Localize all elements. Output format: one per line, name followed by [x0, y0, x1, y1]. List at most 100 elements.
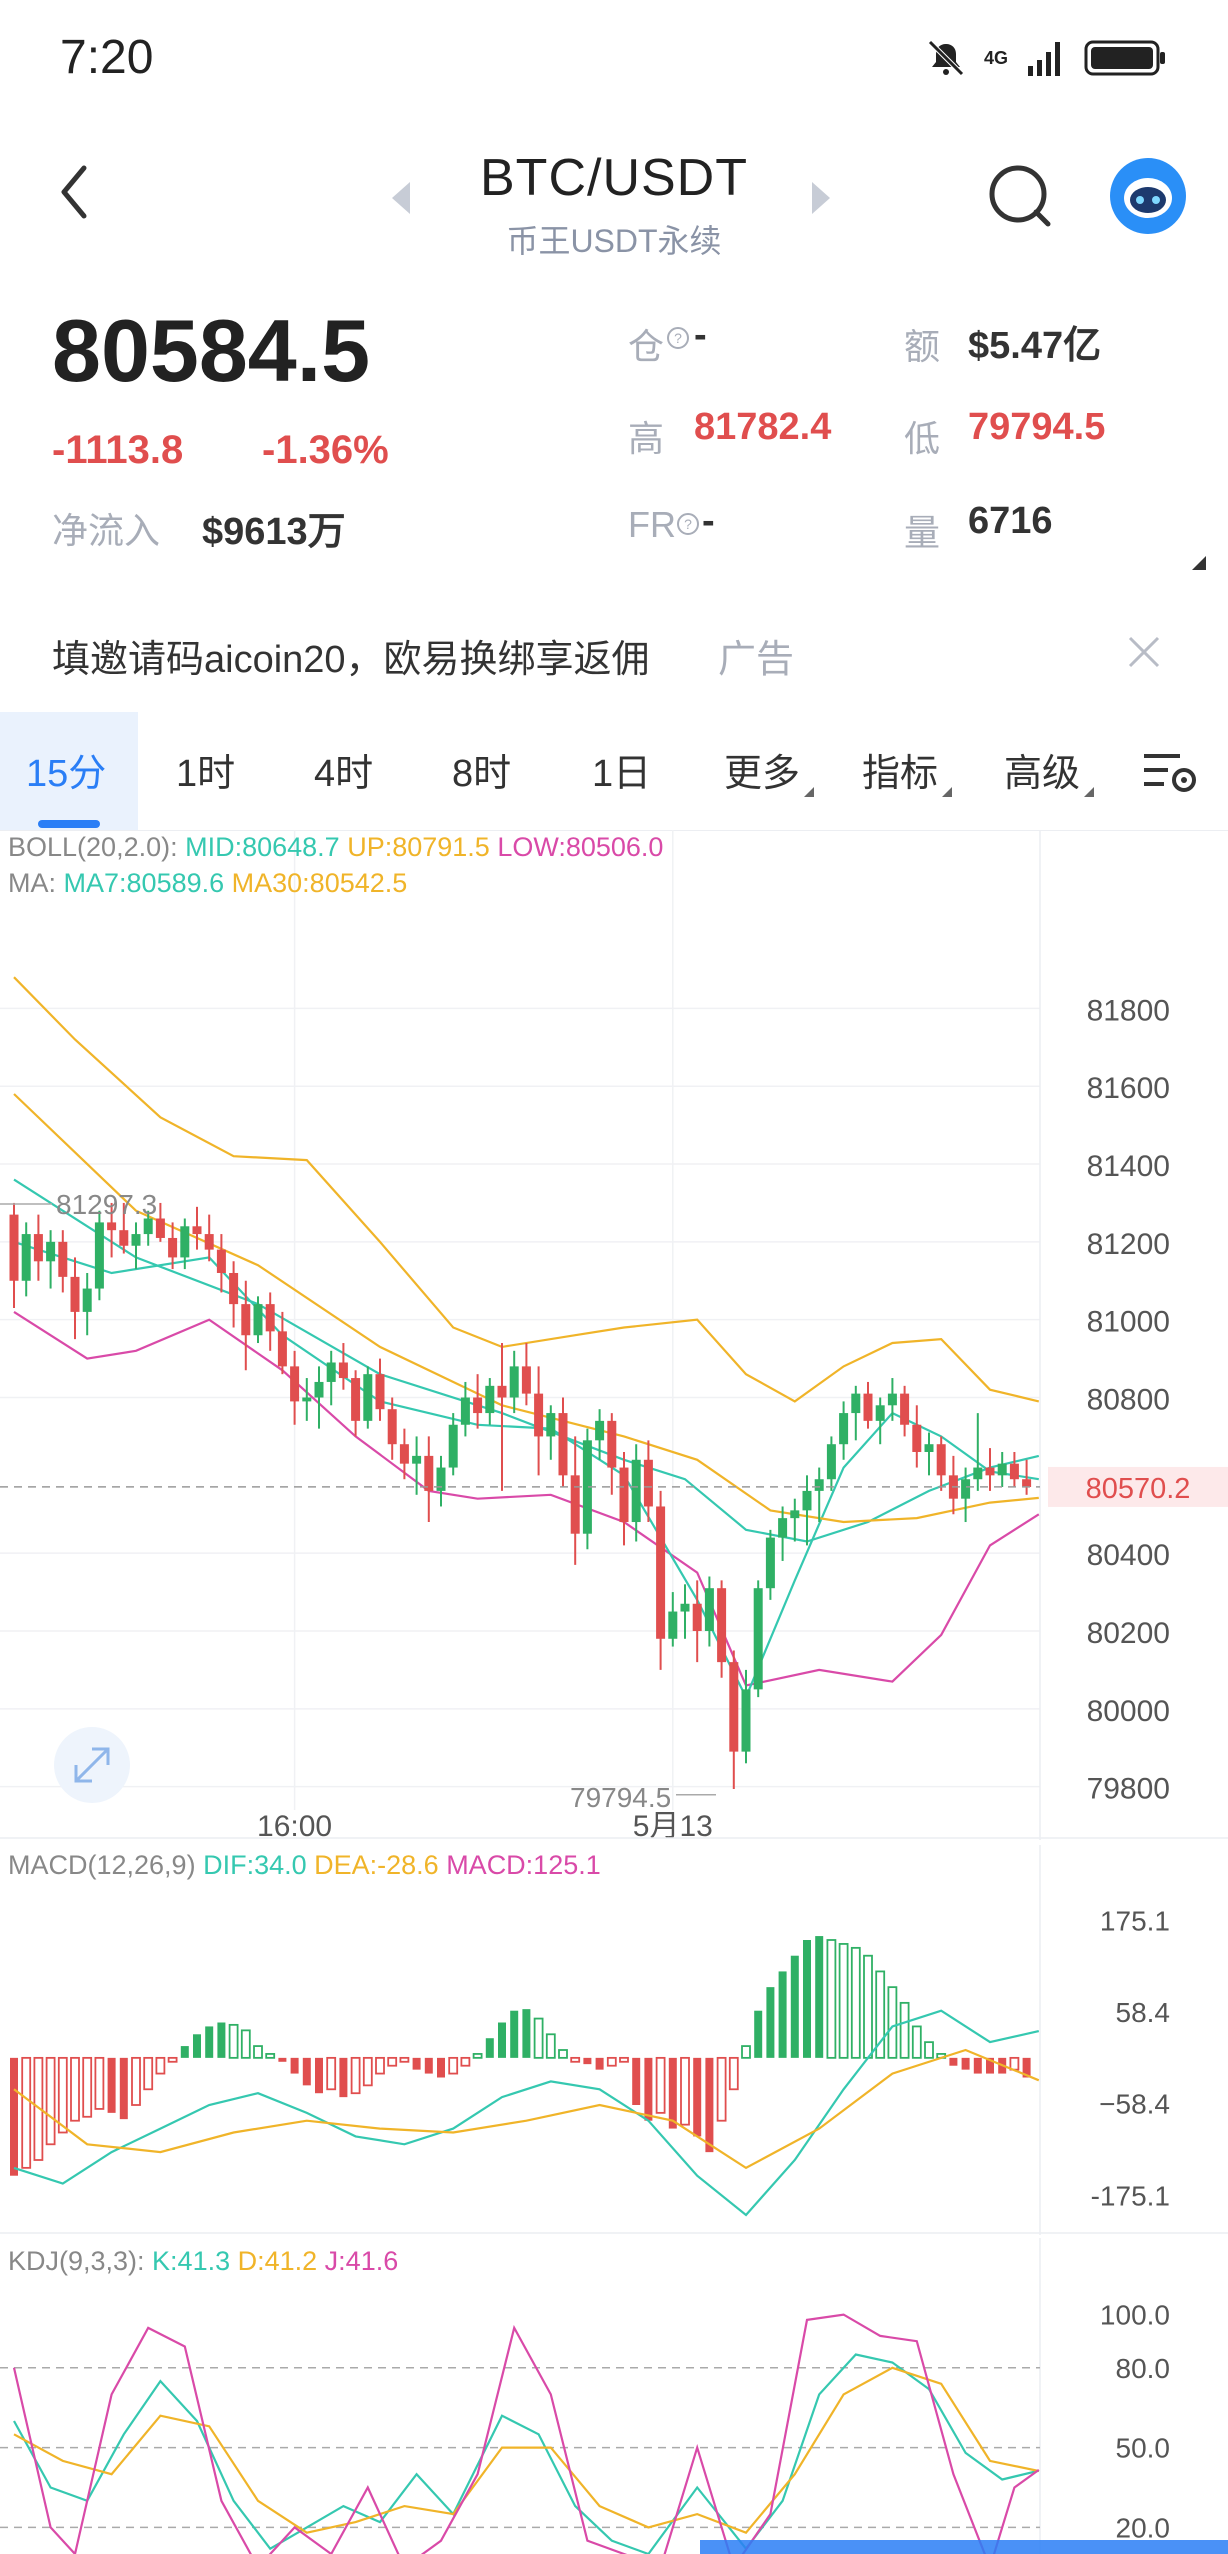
promo-banner[interactable]: 填邀请码aicoin20，欧易换绑享返佣 广告: [0, 610, 1228, 700]
y-tick-label: 175.1: [1100, 1905, 1170, 1936]
macd-bar: [339, 2057, 348, 2098]
tab-advanced[interactable]: 高级: [1004, 742, 1095, 797]
next-pair-icon[interactable]: [812, 182, 830, 214]
back-icon[interactable]: [56, 162, 92, 222]
legend-kdj-prefix: KDJ(9,3,3):: [8, 2246, 152, 2276]
candle-body: [351, 1378, 361, 1421]
legend-macd-value: MACD:125.1: [446, 1850, 601, 1880]
legend-ma: MA: MA7:80589.6 MA30:80542.5: [8, 868, 407, 898]
candle-body: [155, 1218, 165, 1238]
candle-body: [692, 1603, 702, 1631]
candle-body: [961, 1479, 971, 1499]
legend-boll-mid: MID:80648.7: [185, 832, 347, 862]
macd-bar: [315, 2057, 323, 2094]
current-price-badge: [1048, 1466, 1228, 1507]
macd-bar: [10, 2057, 18, 2176]
macd-bar: [875, 1970, 886, 2059]
amount-label: 额: [904, 326, 941, 367]
y-tick-label: 80.0: [1116, 2353, 1171, 2384]
legend-dif: DIF:34.0: [203, 1850, 314, 1880]
y-tick-label: 80200: [1087, 1617, 1170, 1650]
assistant-avatar[interactable]: [1110, 158, 1186, 234]
series-line-dif: [13, 2009, 1040, 2217]
macd-bar: [655, 2056, 666, 2114]
candle-body: [70, 1276, 80, 1312]
macd-bar: [826, 1939, 837, 2059]
macd-bar: [143, 2056, 154, 2091]
low-mark-label: 79794.5: [570, 1782, 671, 1813]
series-line-d: [13, 2366, 1040, 2535]
tab-15m[interactable]: 15分: [26, 753, 107, 795]
close-icon[interactable]: [1124, 632, 1164, 672]
fr-label: FR: [628, 504, 676, 545]
macd-bar: [766, 1987, 775, 2058]
volume-value: 6716: [968, 500, 1053, 542]
candle-body: [192, 1226, 202, 1235]
y-tick-label: −58.4: [1099, 2089, 1170, 2120]
status-time: 7:20: [60, 31, 154, 84]
tab-4h[interactable]: 4时: [314, 753, 374, 795]
tab-1h[interactable]: 1时: [176, 753, 236, 795]
candle-body: [290, 1366, 300, 1402]
candle-body: [924, 1444, 934, 1452]
macd-bar: [472, 2053, 483, 2059]
macd-bar: [448, 2056, 459, 2075]
macd-bar: [460, 2056, 471, 2067]
help-icon[interactable]: ?: [666, 326, 690, 350]
high-value: 81782.4: [694, 406, 832, 448]
macd-bar: [57, 2056, 68, 2134]
candle-body: [546, 1413, 556, 1437]
series-line-dea: [13, 2048, 1040, 2170]
y-tick-label: 81400: [1087, 1150, 1170, 1183]
candle-body: [338, 1362, 348, 1379]
search-icon[interactable]: [986, 162, 1054, 230]
series-line-ma30: [13, 1093, 1039, 1524]
candle-body: [33, 1234, 43, 1262]
timeframe-tabs: 15分 1时 4时 8时 1日 更多 指标 高级: [0, 712, 1228, 831]
high-mark-label: 81297.3: [56, 1189, 157, 1220]
candle-body: [643, 1459, 653, 1507]
robot-icon: [1124, 178, 1172, 218]
tab-8h[interactable]: 8时: [452, 753, 512, 795]
tab-more[interactable]: 更多: [724, 742, 815, 797]
tab-1d[interactable]: 1日: [592, 753, 652, 795]
macd-bar: [193, 2034, 201, 2058]
legend-kdj: KDJ(9,3,3): K:41.3 D:41.2 J:41.6: [8, 2246, 398, 2276]
caret-icon: [942, 787, 953, 797]
candlestick-chart[interactable]: 81800 81600 81400 81200 81000 80800 80400 80200…: [0, 830, 1228, 1840]
chart-settings-icon[interactable]: [1140, 748, 1200, 798]
candle-body: [277, 1331, 287, 1367]
candle-body: [863, 1393, 873, 1421]
candle-body: [839, 1413, 849, 1445]
macd-bar: [217, 2022, 226, 2058]
macd-bar: [583, 2057, 592, 2065]
expand-corner-icon[interactable]: [1192, 556, 1206, 570]
macd-bar: [838, 1943, 849, 2059]
macd-bar: [228, 2023, 239, 2059]
y-tick-label: 81600: [1087, 1072, 1170, 1105]
candle-body: [302, 1397, 312, 1402]
caret-icon: [804, 787, 815, 797]
candle-body: [473, 1397, 483, 1414]
pair-title[interactable]: BTC/USDT: [480, 149, 748, 207]
macd-bar: [412, 2057, 421, 2070]
macd-chart[interactable]: 175.1 58.4 −58.4 -175.1 MACD(12,26,9) DIF:34…: [0, 1845, 1228, 2235]
macd-bar: [949, 2057, 958, 2066]
candle-body: [241, 1304, 251, 1336]
macd-bar: [693, 2057, 702, 2137]
candle-body: [1022, 1479, 1032, 1488]
candle-body: [851, 1393, 861, 1414]
banner-text[interactable]: 填邀请码aicoin20，欧易换绑享返佣: [52, 639, 650, 681]
prev-pair-icon[interactable]: [392, 182, 410, 214]
candle-body: [790, 1510, 800, 1519]
candle-body: [558, 1413, 568, 1476]
macd-bar: [863, 1954, 873, 2059]
macd-bar: [21, 2056, 32, 2169]
help-icon[interactable]: ?: [676, 512, 700, 536]
legend-j: J:41.6: [325, 2246, 399, 2276]
macd-bar: [778, 1971, 787, 2058]
kdj-chart[interactable]: 100.0 80.0 50.0 20.0 KDJ(9,3,3): K:41.3 D:41…: [0, 2238, 1228, 2554]
legend-boll-up: UP:80791.5: [347, 832, 497, 862]
network-label: 4G: [983, 48, 1008, 68]
tab-indicators[interactable]: 指标: [862, 742, 953, 797]
